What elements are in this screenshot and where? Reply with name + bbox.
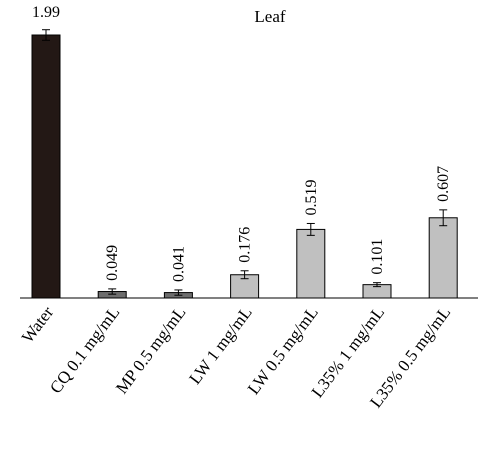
data-label: 0.049 [104,245,121,281]
error-bar [174,289,183,296]
error-bar [108,288,117,295]
x-tick-label: CQ 0.1 mg/mL [46,303,123,397]
x-tick-label: LW 1 mg/mL [185,303,255,388]
data-label: 0.041 [170,246,187,282]
bar [428,217,458,299]
data-label: 0.176 [237,227,254,263]
error-bar [439,209,448,227]
x-tick-label: Water [18,303,58,347]
error-bar [240,270,249,280]
bars-group: 1.99 0.049 0.041 0.176 0.519 0.101 0.607 [31,4,458,299]
data-label: 0.607 [435,166,452,202]
x-tick-label: MP 0.5 mg/mL [112,303,190,397]
error-bar [42,29,50,41]
data-label: 0.519 [303,179,320,215]
error-bar [306,222,315,236]
bar [296,228,326,299]
bar [31,34,61,299]
data-label: 1.99 [32,4,60,21]
error-bar [373,282,381,288]
x-tick-label: LW 0.5 mg/mL [244,303,322,398]
chart-title: Leaf [254,7,285,26]
data-label: 0.101 [369,239,386,275]
